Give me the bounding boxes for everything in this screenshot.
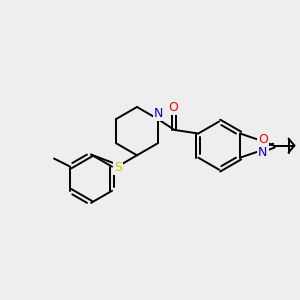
Text: S: S (114, 161, 122, 174)
Text: N: N (258, 146, 268, 159)
Text: N: N (154, 107, 163, 120)
Text: O: O (168, 100, 178, 114)
Text: O: O (258, 133, 268, 146)
